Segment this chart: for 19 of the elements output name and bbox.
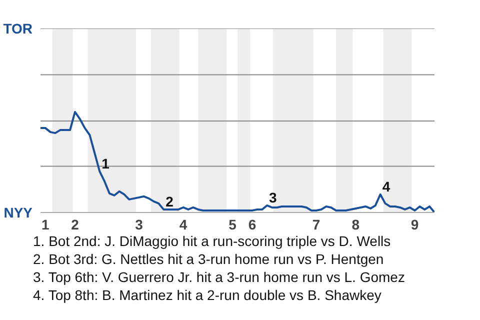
text: NYY xyxy=(4,204,34,220)
x-tick-label: 8 xyxy=(352,216,360,232)
x-tick-label: 4 xyxy=(179,216,188,232)
text: 1. Bot 2nd: J. DiMaggio hit a run-scoring triple vs D. Wells xyxy=(33,233,391,249)
x-tick-label: 6 xyxy=(248,216,256,232)
x-tick-label: 3 xyxy=(135,216,144,232)
annotation: 2 xyxy=(166,193,174,210)
x-tick-label: 5 xyxy=(228,216,237,232)
x-tick-label: 9 xyxy=(410,216,419,232)
annotation: 3 xyxy=(269,189,278,206)
annotation: 1 xyxy=(102,155,110,172)
text: 2. Bot 3rd: G. Nettles hit a 3-run home run vs P. Hentgen xyxy=(33,251,384,267)
text: 4. Top 8th: B. Martinez hit a 2-run double vs B. Shawkey xyxy=(33,287,382,303)
annotation: 4 xyxy=(382,178,390,194)
x-tick-label: 7 xyxy=(312,216,320,232)
text: TOR xyxy=(3,20,33,36)
text: 3. Top 6th: V. Guerrero Jr. hit a 3-run home run vs L. Gomez xyxy=(33,269,405,285)
x-tick-label: 2 xyxy=(71,216,80,232)
x-tick-label: 1 xyxy=(42,216,50,232)
